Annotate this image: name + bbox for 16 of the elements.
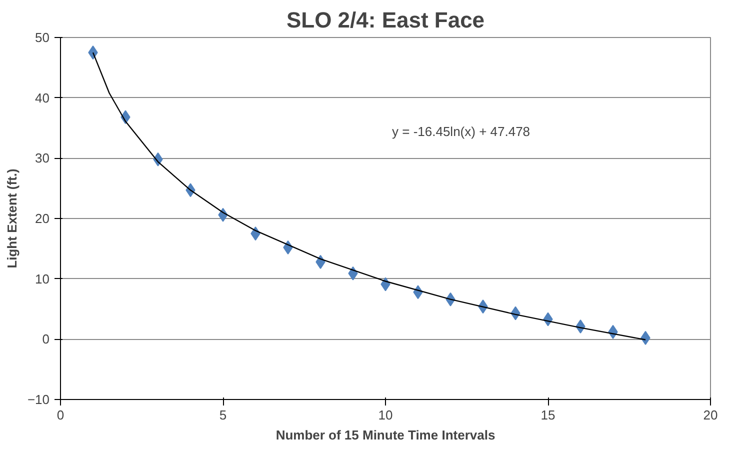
y-tick-label: 30 [35,150,50,166]
x-tick-label: 20 [703,408,718,422]
y-tick-label: −10 [27,392,50,407]
y-axis-title: Light Extent (ft.) [4,168,20,268]
y-tick-label: 20 [35,211,50,226]
annotation: y = -16.45ln(x) + 47.478 [392,124,530,139]
y-tick-label: 50 [35,30,50,45]
x-axis-title: Number of 15 Minute Time Intervals [276,428,496,442]
chart-title: SLO 2/4: East Face [286,8,485,32]
x-tick-label: 15 [540,408,556,422]
y-tick-label: 10 [35,271,50,286]
y-tick-label: 40 [35,90,50,106]
x-tick-label: 5 [219,408,227,422]
y-tick-label: 0 [42,332,50,347]
x-tick-label: 0 [56,408,64,422]
x-tick-label: 10 [378,408,393,422]
